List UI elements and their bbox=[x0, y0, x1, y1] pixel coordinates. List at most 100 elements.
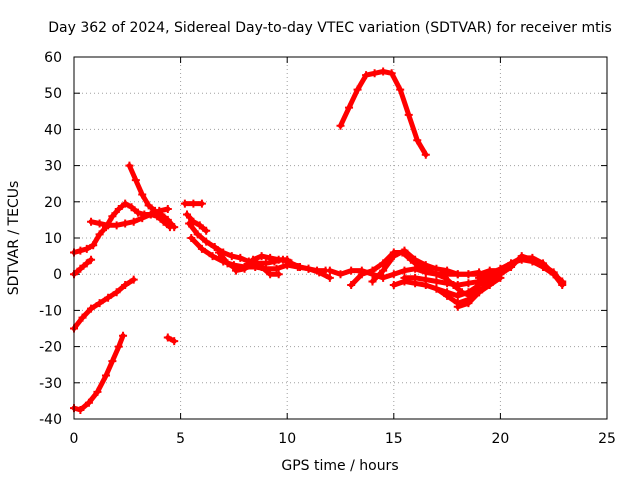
series-arc-7 bbox=[163, 333, 179, 346]
data-point bbox=[93, 387, 102, 396]
data-point bbox=[325, 266, 334, 275]
y-tick-label: 20 bbox=[44, 195, 62, 211]
series-arc-9 bbox=[182, 210, 211, 235]
series-arc-22 bbox=[475, 255, 567, 290]
data-point bbox=[389, 270, 398, 279]
data-point bbox=[82, 244, 91, 253]
data-point bbox=[197, 199, 206, 208]
data-point bbox=[475, 281, 484, 290]
data-point bbox=[232, 266, 241, 275]
data-point bbox=[114, 342, 123, 351]
data-point bbox=[266, 270, 275, 279]
data-point bbox=[389, 252, 398, 261]
y-tick-label: 60 bbox=[44, 50, 62, 66]
data-point bbox=[249, 259, 258, 268]
x-tick-label: 25 bbox=[598, 431, 616, 447]
data-point bbox=[421, 275, 430, 284]
data-point bbox=[180, 199, 189, 208]
series-arc-14 bbox=[336, 67, 430, 159]
data-point bbox=[236, 253, 245, 262]
data-point bbox=[121, 281, 130, 290]
data-point bbox=[379, 67, 388, 76]
data-point bbox=[131, 176, 140, 185]
grid-lines bbox=[74, 57, 607, 419]
data-point bbox=[475, 288, 484, 297]
data-point bbox=[121, 199, 130, 208]
series-trace bbox=[338, 69, 429, 158]
data-point bbox=[443, 266, 452, 275]
data-point bbox=[89, 241, 98, 250]
data-point bbox=[347, 266, 356, 275]
data-point bbox=[187, 234, 196, 242]
y-tick-label: 40 bbox=[44, 122, 62, 138]
data-point bbox=[151, 206, 160, 215]
data-point bbox=[95, 219, 104, 228]
data-point bbox=[453, 281, 462, 290]
data-point bbox=[413, 136, 422, 145]
y-tick-label: 50 bbox=[44, 86, 62, 102]
data-point bbox=[87, 304, 96, 313]
data-point bbox=[78, 313, 87, 322]
x-tick-label: 10 bbox=[278, 431, 296, 447]
x-tick-label: 5 bbox=[176, 431, 185, 447]
series-arc-13 bbox=[232, 259, 283, 279]
data-point bbox=[347, 281, 356, 290]
data-point bbox=[475, 273, 484, 282]
data-point bbox=[189, 199, 198, 208]
data-point bbox=[368, 277, 377, 286]
data-point bbox=[325, 273, 334, 282]
data-point bbox=[421, 261, 430, 270]
data-point bbox=[163, 215, 172, 224]
y-axis-label: SDTVAR / TECUs bbox=[6, 181, 22, 296]
data-point bbox=[274, 270, 283, 279]
data-point bbox=[453, 302, 462, 311]
data-point bbox=[119, 331, 128, 340]
data-point bbox=[379, 266, 388, 275]
data-point bbox=[195, 221, 204, 230]
data-point bbox=[283, 255, 292, 264]
data-point bbox=[185, 219, 194, 228]
data-point bbox=[87, 255, 96, 264]
data-point bbox=[558, 281, 567, 290]
data-point bbox=[485, 277, 494, 286]
data-point bbox=[517, 255, 526, 264]
x-tick-label: 15 bbox=[385, 431, 403, 447]
data-point bbox=[496, 264, 505, 273]
series-arc-5 bbox=[70, 275, 138, 333]
series-arc-3 bbox=[125, 161, 179, 232]
data-point bbox=[76, 405, 85, 414]
data-point bbox=[101, 371, 110, 380]
data-point bbox=[443, 279, 452, 288]
data-point bbox=[257, 252, 266, 261]
data-point bbox=[453, 291, 462, 300]
data-point bbox=[182, 210, 191, 219]
chart-title: Day 362 of 2024, Sidereal Day-to-day VTE… bbox=[48, 20, 612, 36]
data-point bbox=[87, 217, 96, 226]
x-tick-label: 20 bbox=[491, 431, 509, 447]
data-point bbox=[129, 275, 138, 284]
data-point bbox=[129, 217, 138, 226]
data-point bbox=[539, 262, 548, 271]
data-point bbox=[485, 270, 494, 279]
x-tick-label: 0 bbox=[70, 431, 79, 447]
data-point bbox=[146, 210, 155, 219]
data-point bbox=[170, 223, 179, 232]
x-axis-label: GPS time / hours bbox=[281, 458, 398, 474]
data-point bbox=[208, 252, 217, 261]
data-point bbox=[443, 288, 452, 297]
data-point bbox=[353, 85, 362, 94]
data-points bbox=[70, 67, 567, 414]
data-point bbox=[112, 288, 121, 297]
data-point bbox=[464, 270, 473, 279]
data-point bbox=[108, 212, 117, 221]
data-point bbox=[432, 264, 441, 273]
data-point bbox=[400, 266, 409, 275]
data-point bbox=[138, 190, 147, 199]
data-point bbox=[127, 203, 136, 212]
data-point bbox=[370, 69, 379, 78]
series-trace bbox=[71, 333, 126, 413]
data-point bbox=[464, 299, 473, 308]
data-point bbox=[464, 279, 473, 288]
data-point bbox=[336, 121, 345, 130]
